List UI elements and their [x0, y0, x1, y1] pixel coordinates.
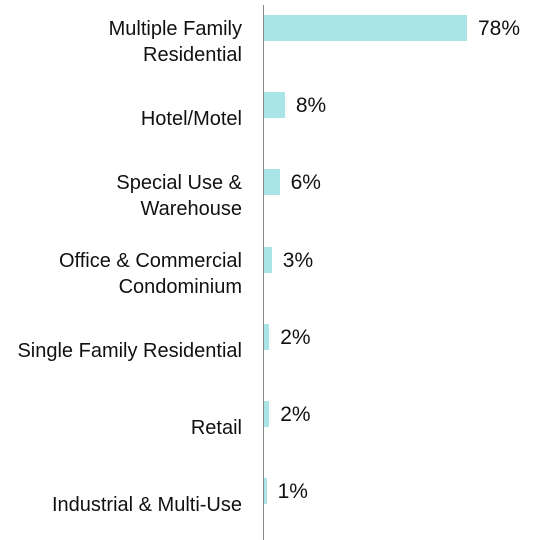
bar [264, 169, 280, 196]
category-label: Hotel/Motel [140, 108, 242, 131]
category-label: Single Family Residential [17, 339, 242, 362]
value-label: 6% [290, 171, 321, 195]
category-label: Multiple Family Residential [108, 18, 242, 66]
bar [264, 15, 467, 41]
value-label: 1% [277, 480, 308, 504]
bar [264, 92, 285, 119]
value-label: 2% [280, 403, 311, 426]
value-label: 78% [478, 17, 521, 40]
value-label: 8% [295, 94, 327, 118]
category-label: Retail [190, 417, 242, 439]
category-label: Special Use & Warehouse [116, 172, 242, 221]
value-label: 2% [280, 325, 311, 349]
bar [264, 323, 270, 350]
bar [264, 401, 270, 427]
category-label: Industrial & Multi-Use [51, 494, 242, 517]
category-label: Office & Commercial Condominium [58, 249, 242, 298]
value-label: 3% [282, 248, 314, 272]
bar [264, 478, 267, 505]
axis-line [263, 5, 264, 540]
bar [264, 246, 272, 273]
